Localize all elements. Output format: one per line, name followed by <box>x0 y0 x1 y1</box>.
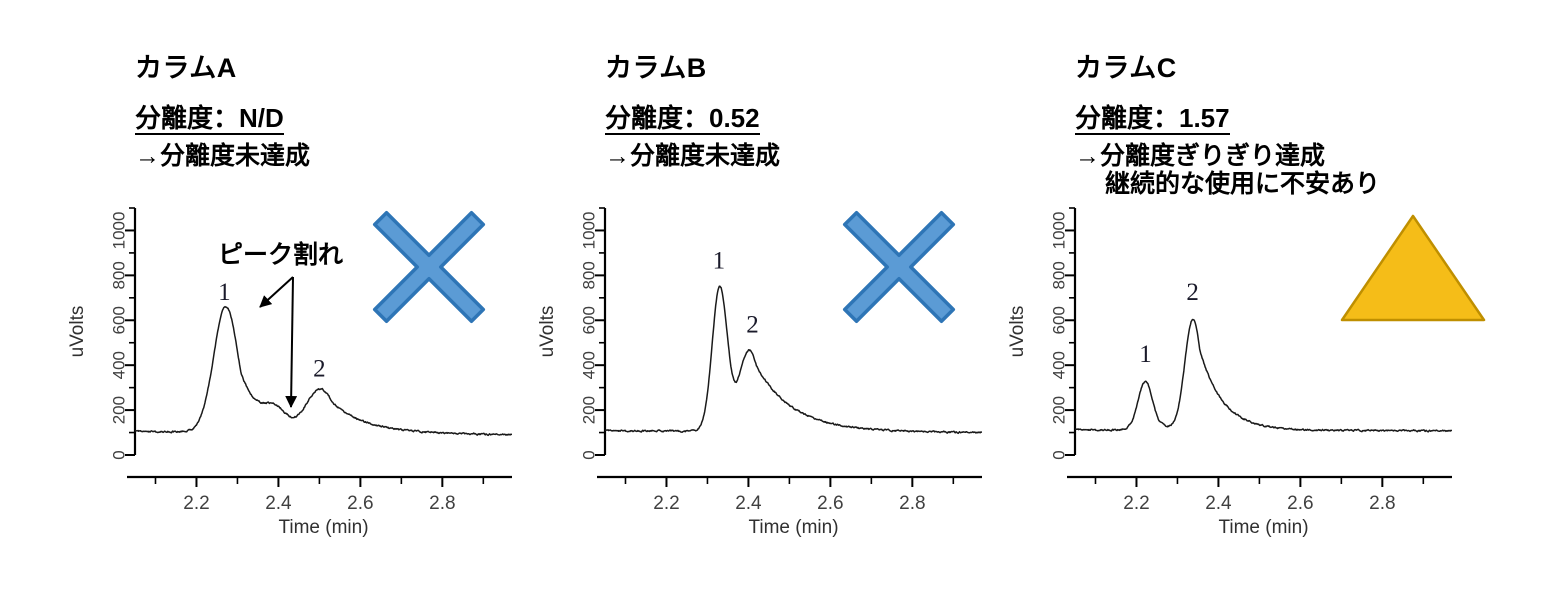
y-tick-label: 600 <box>110 306 129 334</box>
peak-label: 2 <box>1186 279 1199 306</box>
y-tick-label: 0 <box>110 450 129 459</box>
x-tick-label: 2.6 <box>347 493 373 514</box>
panel-a-verdict-line-1: →分離度未達成 <box>135 142 311 170</box>
chromatogram-c: 0 200 400 600 800 1000 uVolts 2.2 2.4 2.6 2.8 Time … <box>1007 207 1453 538</box>
chromatogram-trace <box>604 285 983 435</box>
x-mark-glyph <box>842 210 956 324</box>
y-tick-label: 200 <box>1050 396 1069 424</box>
panel-column-a: カラムA 分離度：N/D →分離度未達成 0 200 400 600 800 1000 uV… <box>0 0 520 613</box>
arrow-to-peak1 <box>259 276 294 308</box>
panel-b-verdict: →分離度未達成 <box>605 142 995 170</box>
peak-split-arrows <box>259 276 298 408</box>
panel-column-b: カラムB 分離度：0.52 →分離度未達成 0 200 400 600 800 1000 u… <box>470 0 990 613</box>
y-axis-title: uVolts <box>67 306 88 358</box>
triangle-mark-glyph <box>1340 214 1486 322</box>
panel-b-title: カラムB <box>605 53 707 83</box>
y-tick-label: 200 <box>580 396 599 424</box>
y-tick-label: 400 <box>580 351 599 379</box>
x-mark-icon-b <box>840 208 958 331</box>
x-tick-label: 2.4 <box>265 493 292 514</box>
peak-label: 2 <box>746 312 759 339</box>
y-tick-label: 1000 <box>580 212 599 250</box>
x-axis-title: Time (min) <box>748 517 838 538</box>
x-tick-label: 2.2 <box>1123 493 1149 514</box>
peak-label: 1 <box>1139 341 1152 368</box>
y-axis-title: uVolts <box>537 306 558 358</box>
panel-c-verdict-line-1: →分離度ぎりぎり達成 <box>1075 142 1326 170</box>
y-axis-title: uVolts <box>1007 306 1028 358</box>
y-tick-label: 1000 <box>1050 212 1069 250</box>
x-tick-label: 2.4 <box>1205 493 1232 514</box>
x-tick-label: 2.6 <box>1287 493 1313 514</box>
x-tick-label: 2.8 <box>899 493 925 514</box>
peak-label: 1 <box>713 248 726 275</box>
peak-split-annotation: ピーク割れ <box>218 241 344 269</box>
x-tick-label: 2.2 <box>653 493 679 514</box>
x-tick-label: 2.6 <box>817 493 843 514</box>
chromatogram-trace <box>134 305 513 437</box>
panel-c-plot: 0 200 400 600 800 1000 uVolts 2.2 2.4 2.6 2.8 Time … <box>940 185 1460 555</box>
panel-b-header: カラムB 分離度：0.52 →分離度未達成 <box>605 0 995 170</box>
x-mark-glyph <box>372 210 486 324</box>
x-tick-label: 2.2 <box>183 493 209 514</box>
y-tick-label: 1000 <box>110 212 129 250</box>
panel-a-plot: 0 200 400 600 800 1000 uVolts 2.2 2.4 2.6 2.8 Time … <box>0 185 520 555</box>
triangle-mark-icon-c <box>1338 212 1488 329</box>
chromatogram-a: 0 200 400 600 800 1000 uVolts 2.2 2.4 2.6 2.8 Time … <box>67 207 513 538</box>
panel-c-title: カラムC <box>1075 53 1177 83</box>
panel-column-c: カラムC 分離度：1.57 →分離度ぎりぎり達成 継続的な使用に不安あり 0 20… <box>940 0 1460 613</box>
panel-c-verdict: →分離度ぎりぎり達成 継続的な使用に不安あり <box>1075 142 1465 198</box>
panel-a-verdict: →分離度未達成 <box>135 142 525 170</box>
x-tick-label: 2.4 <box>735 493 762 514</box>
panel-c-verdict-line-2: 継続的な使用に不安あり <box>1105 170 1381 198</box>
panel-a-title: カラムA <box>135 53 237 83</box>
y-tick-label: 800 <box>580 261 599 289</box>
y-tick-label: 400 <box>110 351 129 379</box>
y-tick-label: 0 <box>580 450 599 459</box>
peak-label: 2 <box>313 355 326 382</box>
arrow-to-valley <box>285 276 298 408</box>
panel-b-plot: 0 200 400 600 800 1000 uVolts 2.2 2.4 2.6 2.8 Time … <box>470 185 990 555</box>
y-tick-label: 200 <box>110 396 129 424</box>
chromatogram-b: 0 200 400 600 800 1000 uVolts 2.2 2.4 2.6 2.8 Time … <box>537 207 983 538</box>
x-tick-label: 2.8 <box>1369 493 1395 514</box>
panel-a-header: カラムA 分離度：N/D →分離度未達成 <box>135 0 525 170</box>
y-tick-label: 600 <box>580 306 599 334</box>
x-axis-title: Time (min) <box>1218 517 1308 538</box>
y-tick-label: 600 <box>1050 306 1069 334</box>
y-tick-label: 800 <box>110 261 129 289</box>
peak-label: 1 <box>218 279 231 306</box>
panel-c-resolution: 分離度：1.57 <box>1075 103 1230 135</box>
y-tick-label: 0 <box>1050 450 1069 459</box>
panel-c-header: カラムC 分離度：1.57 →分離度ぎりぎり達成 継続的な使用に不安あり <box>1075 0 1465 198</box>
x-axis-title: Time (min) <box>278 517 368 538</box>
panel-b-verdict-line-1: →分離度未達成 <box>605 142 781 170</box>
panel-b-resolution: 分離度：0.52 <box>605 103 760 135</box>
x-mark-icon-a <box>370 208 488 331</box>
chromatogram-trace <box>1074 318 1453 433</box>
y-tick-label: 400 <box>1050 351 1069 379</box>
x-tick-label: 2.8 <box>429 493 455 514</box>
y-tick-label: 800 <box>1050 261 1069 289</box>
panel-a-resolution: 分離度：N/D <box>135 103 284 135</box>
